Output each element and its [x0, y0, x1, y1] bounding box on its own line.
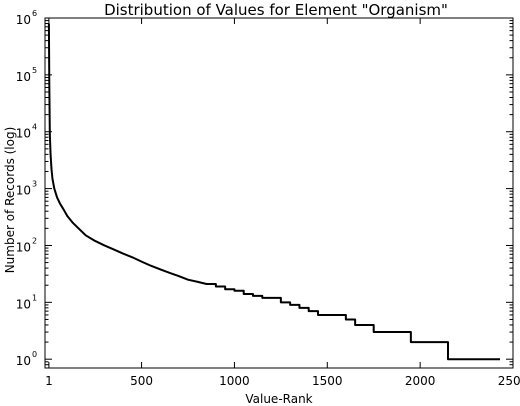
- y-tick-label: 10: [16, 70, 31, 84]
- x-tick-label: 2500: [498, 374, 520, 388]
- plot-frame: [44, 17, 514, 369]
- y-tick-label: 10: [16, 240, 31, 254]
- y-tick-label: 10: [16, 13, 31, 27]
- y-tick-label: 10: [16, 354, 31, 368]
- y-tick-label: 10: [16, 127, 31, 141]
- x-tick-label: 1500: [312, 374, 343, 388]
- series-line: [47, 23, 500, 361]
- y-tick-exponent: 1: [32, 293, 37, 302]
- y-tick-exponent: 2: [32, 236, 37, 245]
- x-tick-label: 1000: [219, 374, 250, 388]
- y-tick-exponent: 3: [32, 180, 37, 189]
- x-tick-label: 1: [45, 374, 53, 388]
- x-tick-label: 500: [130, 374, 153, 388]
- y-tick-exponent: 0: [32, 350, 37, 359]
- x-axis-label: Value-Rank: [245, 392, 312, 406]
- chart-title: Distribution of Values for Element "Orga…: [104, 1, 448, 19]
- y-tick-exponent: 6: [32, 9, 37, 18]
- y-tick-label: 10: [16, 184, 31, 198]
- y-tick-exponent: 4: [32, 123, 37, 132]
- x-tick-label: 2000: [405, 374, 436, 388]
- y-tick-exponent: 5: [32, 66, 37, 75]
- y-tick-label: 10: [16, 297, 31, 311]
- x-axis: 15001000150020002500: [45, 18, 520, 388]
- y-axis-label: Number of Records (log): [3, 127, 17, 274]
